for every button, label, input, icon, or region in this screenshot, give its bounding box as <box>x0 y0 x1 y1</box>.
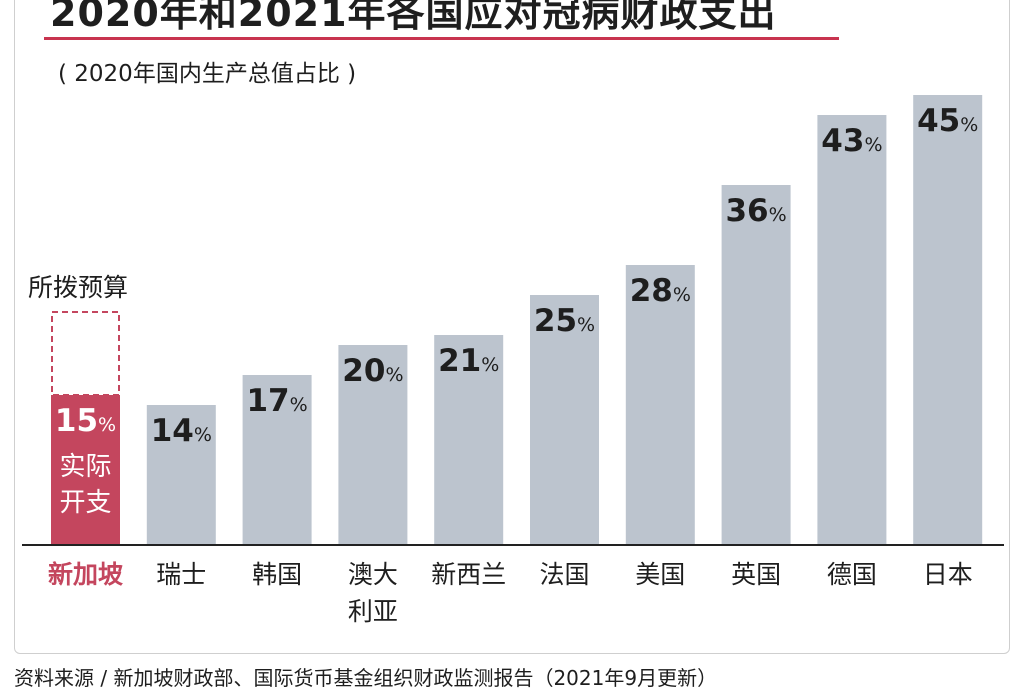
value-label: 36% <box>725 193 786 229</box>
bar <box>913 95 983 545</box>
category-label: 德国 <box>827 560 877 589</box>
value-label: 45% <box>917 103 978 139</box>
category-label: 瑞士 <box>156 560 206 589</box>
chart-title: 2020年和2021年各国应对冠病财政支出 <box>50 0 777 35</box>
bar <box>242 375 312 545</box>
value-label: 28% <box>630 273 691 309</box>
value-label: 14% <box>151 413 212 449</box>
title-underline <box>44 37 839 40</box>
bar <box>530 295 599 545</box>
category-label: 美国 <box>635 560 685 589</box>
actual-spend-label: 开支 <box>59 488 111 518</box>
bar <box>625 265 695 545</box>
bar <box>434 335 504 545</box>
budget-outline <box>51 311 120 396</box>
value-label: 17% <box>246 383 307 419</box>
bar <box>146 405 216 545</box>
category-label: 新西兰 <box>431 560 506 589</box>
value-label: 43% <box>821 123 882 159</box>
category-label: 韩国 <box>252 560 302 589</box>
category-label: 新加坡 <box>48 560 123 589</box>
source-note: 资料来源 / 新加坡财政部、国际货币基金组织财政监测报告（2021年9月更新） <box>14 666 718 690</box>
category-label: 法国 <box>539 560 589 589</box>
value-label: 20% <box>342 353 403 389</box>
chart-frame <box>14 0 1010 654</box>
category-label: 日本 <box>923 560 973 589</box>
actual-spend-label: 实际 <box>59 452 111 482</box>
category-label: 英国 <box>731 560 781 589</box>
category-label: 利亚 <box>348 597 398 626</box>
budget-legend-label: 所拨预算 <box>28 273 129 302</box>
value-label: 21% <box>438 343 499 379</box>
bar-highlight <box>51 395 120 545</box>
bar <box>817 115 887 545</box>
bar <box>338 345 408 545</box>
chart-subtitle: ( 2020年国内生产总值占比 ) <box>58 61 357 87</box>
bar <box>721 185 791 545</box>
value-label: 25% <box>534 303 595 339</box>
category-label: 澳大 <box>348 560 398 589</box>
value-label: 15% <box>55 403 116 439</box>
